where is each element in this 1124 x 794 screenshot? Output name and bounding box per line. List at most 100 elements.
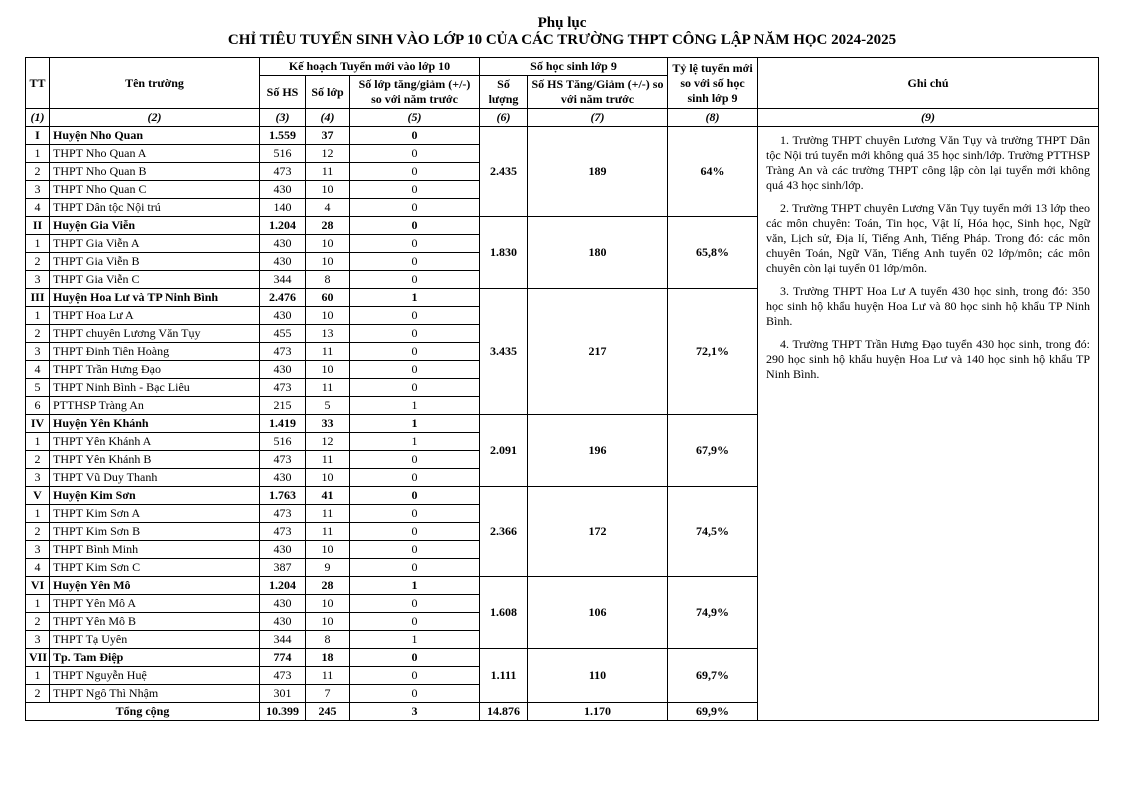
row-solop: 11 [306,379,350,397]
group-hstg: 189 [528,127,668,217]
row-num: 2 [26,523,50,541]
row-tg: 0 [350,523,480,541]
group-tg: 1 [350,577,480,595]
row-solop: 10 [306,307,350,325]
enrollment-table: TT Tên trường Kế hoạch Tuyển mới vào lớp… [25,57,1099,721]
group-roman: IV [26,415,50,433]
row-num: 1 [26,235,50,253]
row-sohs: 430 [260,541,306,559]
group-hstg: 172 [528,487,668,577]
row-tg: 0 [350,361,480,379]
row-name: THPT Ngô Thì Nhậm [50,685,260,703]
group-roman: II [26,217,50,235]
row-name: THPT Yên Mô A [50,595,260,613]
row-num: 2 [26,685,50,703]
row-num: 6 [26,397,50,415]
row-tg: 0 [350,451,480,469]
total-sohs: 10.399 [260,703,306,721]
group-hstg: 110 [528,649,668,703]
group-solop: 18 [306,649,350,667]
hdr-hs-tanggiam: Số HS Tăng/Giảm (+/-) so với năm trước [528,76,668,109]
hdr-so-hs-lop9: Số học sinh lớp 9 [480,58,668,76]
row-name: THPT Kim Sơn B [50,523,260,541]
row-solop: 10 [306,181,350,199]
row-solop: 10 [306,613,350,631]
row-name: THPT Kim Sơn A [50,505,260,523]
hdr-so-lop: Số lớp [306,76,350,109]
row-name: THPT Vũ Duy Thanh [50,469,260,487]
title-line-1: Phụ lục [25,15,1099,32]
notes-cell: 1. Trường THPT chuyên Lương Văn Tụy và t… [758,127,1099,721]
row-num: 3 [26,181,50,199]
row-name: THPT Kim Sơn C [50,559,260,577]
group-sohs: 1.419 [260,415,306,433]
row-sohs: 473 [260,505,306,523]
row-solop: 12 [306,145,350,163]
row-num: 3 [26,343,50,361]
row-solop: 11 [306,163,350,181]
row-num: 2 [26,325,50,343]
row-name: THPT Bình Minh [50,541,260,559]
group-hstg: 217 [528,289,668,415]
row-tg: 0 [350,325,480,343]
row-num: 4 [26,361,50,379]
title-line-2: CHỈ TIÊU TUYỂN SINH VÀO LỚP 10 CỦA CÁC T… [25,32,1099,49]
row-name: THPT Dân tộc Nội trú [50,199,260,217]
row-tg: 0 [350,595,480,613]
row-num: 3 [26,541,50,559]
group-sohs: 774 [260,649,306,667]
row-sohs: 473 [260,523,306,541]
group-soluong: 1.111 [480,649,528,703]
group-sohs: 1.763 [260,487,306,505]
group-tyle: 64% [668,127,758,217]
row-solop: 12 [306,433,350,451]
row-sohs: 140 [260,199,306,217]
row-name: THPT Yên Khánh A [50,433,260,451]
row-tg: 0 [350,343,480,361]
row-tg: 0 [350,541,480,559]
row-sohs: 430 [260,181,306,199]
hdr-ke-hoach: Kế hoạch Tuyển mới vào lớp 10 [260,58,480,76]
idx-4: (4) [306,109,350,127]
row-name: THPT Nho Quan A [50,145,260,163]
row-name: THPT Nho Quan B [50,163,260,181]
row-name: THPT Yên Mô B [50,613,260,631]
row-tg: 0 [350,559,480,577]
group-name: Huyện Hoa Lư và TP Ninh Bình [50,289,260,307]
hdr-ten-truong: Tên trường [50,58,260,109]
row-tg: 0 [350,163,480,181]
row-name: THPT Hoa Lư A [50,307,260,325]
row-num: 2 [26,253,50,271]
row-num: 3 [26,271,50,289]
row-sohs: 473 [260,343,306,361]
row-num: 1 [26,595,50,613]
idx-8: (8) [668,109,758,127]
group-roman: VII [26,649,50,667]
group-solop: 28 [306,217,350,235]
group-name: Huyện Nho Quan [50,127,260,145]
row-num: 1 [26,433,50,451]
row-tg: 1 [350,433,480,451]
group-sohs: 2.476 [260,289,306,307]
row-sohs: 344 [260,271,306,289]
group-tyle: 74,5% [668,487,758,577]
row-name: THPT Nguyễn Huệ [50,667,260,685]
group-soluong: 2.435 [480,127,528,217]
group-tg: 0 [350,487,480,505]
group-soluong: 2.366 [480,487,528,577]
row-solop: 11 [306,505,350,523]
hdr-tt: TT [26,58,50,109]
row-tg: 0 [350,199,480,217]
group-soluong: 1.608 [480,577,528,649]
row-num: 1 [26,667,50,685]
row-solop: 11 [306,667,350,685]
row-sohs: 516 [260,145,306,163]
idx-9: (9) [758,109,1099,127]
group-tyle: 67,9% [668,415,758,487]
group-tyle: 69,7% [668,649,758,703]
group-sohs: 1.204 [260,577,306,595]
table-header: TT Tên trường Kế hoạch Tuyển mới vào lớp… [26,58,1099,127]
group-tg: 0 [350,649,480,667]
row-solop: 13 [306,325,350,343]
group-roman: VI [26,577,50,595]
